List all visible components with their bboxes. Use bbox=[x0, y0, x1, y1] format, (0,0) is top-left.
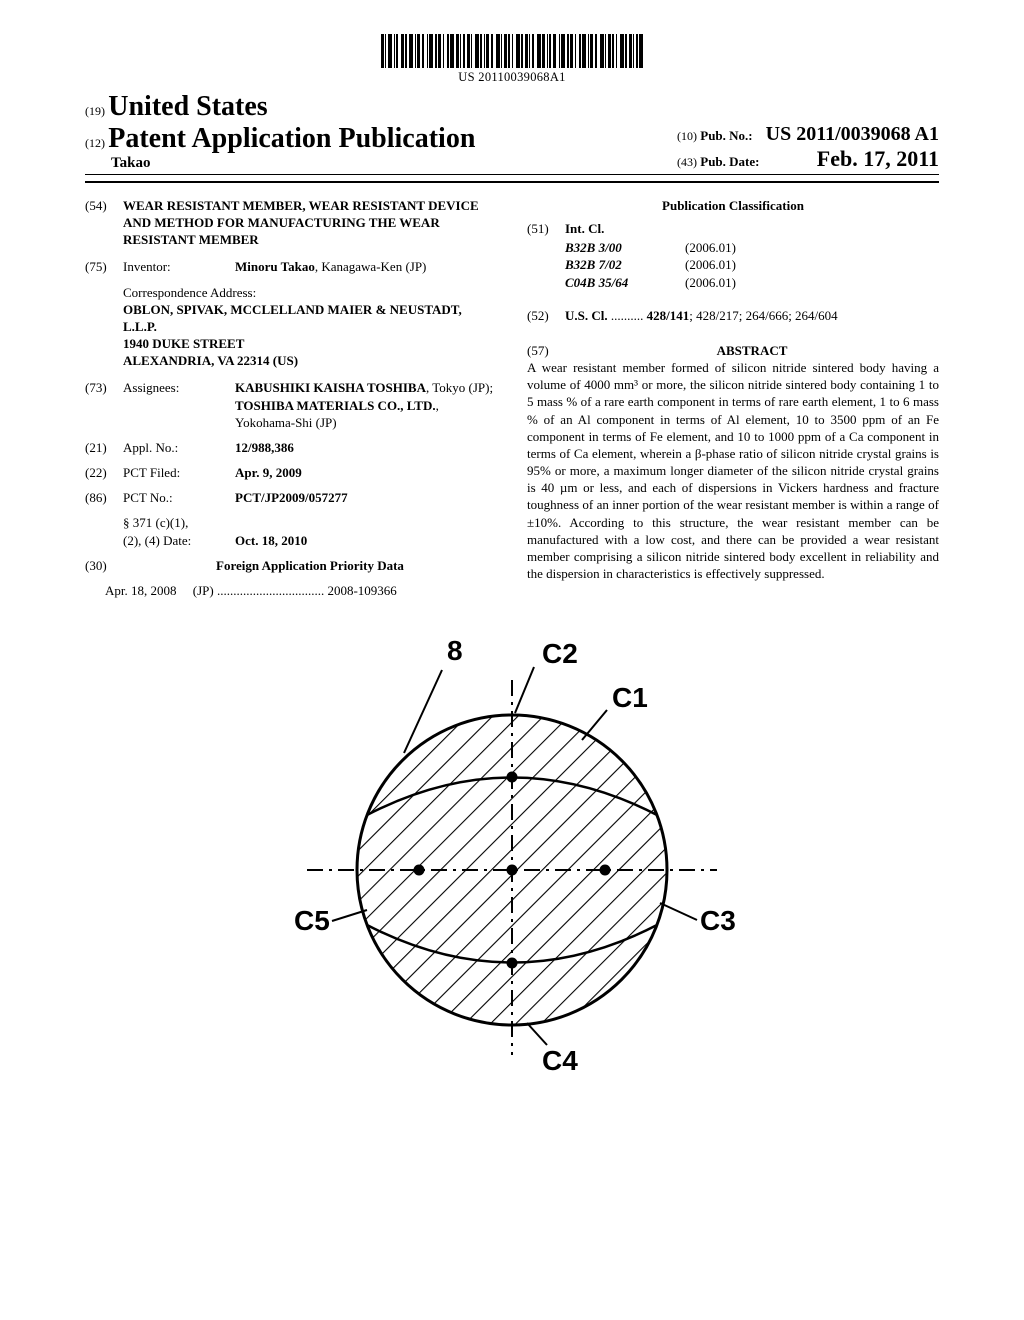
fig-label-8: 8 bbox=[447, 635, 463, 666]
intcl-year: (2006.01) bbox=[685, 256, 939, 273]
pctno-num: (86) bbox=[85, 489, 123, 506]
fig-label-c3: C3 bbox=[700, 905, 736, 936]
inventor-label: Inventor: bbox=[123, 258, 235, 275]
corr-label: Correspondence Address: bbox=[123, 284, 497, 301]
intcl-label: Int. Cl. bbox=[565, 221, 604, 236]
pubdate-value: Feb. 17, 2011 bbox=[817, 146, 939, 172]
s371-label: § 371 (c)(1), (2), (4) Date: bbox=[123, 514, 235, 548]
assignee1-loc: , Tokyo (JP); bbox=[426, 380, 493, 395]
foreign-country: (JP) bbox=[193, 583, 214, 598]
pubno-label: Pub. No.: bbox=[700, 128, 752, 143]
uscl-main: 428/141 bbox=[647, 308, 690, 323]
foreign-data-line: Apr. 18, 2008 (JP) .....................… bbox=[105, 582, 497, 599]
figure-svg: 8 C2 C1 C3 C4 C5 bbox=[252, 625, 772, 1075]
divider-thick bbox=[85, 181, 939, 183]
intcl-num: (51) bbox=[527, 220, 565, 237]
foreign-dots: ................................. bbox=[214, 583, 328, 598]
fig-label-c2: C2 bbox=[542, 638, 578, 669]
pctno-label: PCT No.: bbox=[123, 489, 235, 506]
assignee-label: Assignees: bbox=[123, 379, 235, 430]
pubclass-header: Publication Classification bbox=[527, 197, 939, 214]
uscl-rest: ; 428/217; 264/666; 264/604 bbox=[689, 308, 837, 323]
uscl-value: U.S. Cl. .......... 428/141; 428/217; 26… bbox=[565, 307, 939, 324]
s371-line2: (2), (4) Date: bbox=[123, 533, 191, 548]
pubno-value: US 2011/0039068 A1 bbox=[766, 123, 939, 145]
assignee-value: KABUSHIKI KAISHA TOSHIBA, Tokyo (JP); TO… bbox=[235, 379, 497, 430]
pub-type-line: (12) Patent Application Publication bbox=[85, 123, 475, 155]
assignee1: KABUSHIKI KAISHA TOSHIBA bbox=[235, 380, 426, 395]
barcode-icon bbox=[85, 34, 939, 68]
pctno-value: PCT/JP2009/057277 bbox=[235, 490, 348, 505]
country-name: United States bbox=[108, 91, 267, 122]
foreign-num: (30) bbox=[85, 557, 123, 574]
title-num: (54) bbox=[85, 197, 123, 248]
intcl-code: C04B 35/64 bbox=[565, 274, 685, 291]
pubno-num: (10) bbox=[677, 129, 697, 143]
applno-num: (21) bbox=[85, 439, 123, 456]
intcl-year: (2006.01) bbox=[685, 274, 939, 291]
foreign-date: Apr. 18, 2008 bbox=[105, 583, 177, 598]
applno-label: Appl. No.: bbox=[123, 439, 235, 456]
fig-label-c4: C4 bbox=[542, 1045, 578, 1075]
country-num: (19) bbox=[85, 104, 105, 118]
barcode-text: US 20110039068A1 bbox=[85, 70, 939, 85]
inventor-num: (75) bbox=[85, 258, 123, 275]
pctfiled-label: PCT Filed: bbox=[123, 464, 235, 481]
divider-thin bbox=[85, 174, 939, 175]
inventor-name: Minoru Takao bbox=[235, 259, 315, 274]
pubdate-num: (43) bbox=[677, 155, 697, 169]
country-line: (19) United States bbox=[85, 91, 475, 123]
uscl-label: U.S. Cl. bbox=[565, 308, 608, 323]
pctfiled-num: (22) bbox=[85, 464, 123, 481]
inventor-loc: , Kanagawa-Ken (JP) bbox=[315, 259, 427, 274]
pub-num: (12) bbox=[85, 136, 105, 150]
invention-title: WEAR RESISTANT MEMBER, WEAR RESISTANT DE… bbox=[123, 197, 497, 248]
intcl-code: B32B 7/02 bbox=[565, 256, 685, 273]
correspondence-block: Correspondence Address: OBLON, SPIVAK, M… bbox=[123, 284, 497, 370]
uscl-dots: .......... bbox=[608, 308, 647, 323]
s371-line1: § 371 (c)(1), bbox=[123, 515, 188, 530]
pctfiled-value: Apr. 9, 2009 bbox=[235, 465, 302, 480]
assignee-num: (73) bbox=[85, 379, 123, 430]
uscl-num: (52) bbox=[527, 307, 565, 324]
barcode-block: US 20110039068A1 bbox=[85, 34, 939, 85]
fig-label-c1: C1 bbox=[612, 682, 648, 713]
foreign-app: 2008-109366 bbox=[327, 583, 396, 598]
s371-date: Oct. 18, 2010 bbox=[235, 533, 307, 548]
pubno-line: (10) Pub. No.: US 2011/0039068 A1 bbox=[677, 123, 939, 146]
abstract-text: A wear resistant member formed of silico… bbox=[527, 359, 939, 582]
applno-value: 12/988,386 bbox=[235, 440, 294, 455]
corr-line1: OBLON, SPIVAK, MCCLELLAND MAIER & NEUSTA… bbox=[123, 302, 462, 334]
foreign-label: Foreign Application Priority Data bbox=[216, 558, 404, 573]
abstract-label: ABSTRACT bbox=[717, 343, 788, 358]
inventor-value: Minoru Takao, Kanagawa-Ken (JP) bbox=[235, 258, 497, 275]
fig-label-c5: C5 bbox=[294, 905, 330, 936]
figure: 8 C2 C1 C3 C4 C5 bbox=[85, 625, 939, 1075]
corr-line2: 1940 DUKE STREET bbox=[123, 336, 244, 351]
intcl-year: (2006.01) bbox=[685, 239, 939, 256]
author-name: Takao bbox=[85, 155, 475, 172]
pubdate-line: (43) Pub. Date: Feb. 17, 2011 bbox=[677, 146, 939, 172]
intcl-code: B32B 3/00 bbox=[565, 239, 685, 256]
intcl-list: B32B 3/00(2006.01) B32B 7/02(2006.01) C0… bbox=[565, 239, 939, 290]
abstract-num: (57) bbox=[527, 342, 565, 359]
corr-line3: ALEXANDRIA, VA 22314 (US) bbox=[123, 353, 298, 368]
pubdate-label: Pub. Date: bbox=[700, 154, 759, 169]
pub-title: Patent Application Publication bbox=[108, 123, 475, 154]
assignee2: TOSHIBA MATERIALS CO., LTD. bbox=[235, 398, 436, 413]
